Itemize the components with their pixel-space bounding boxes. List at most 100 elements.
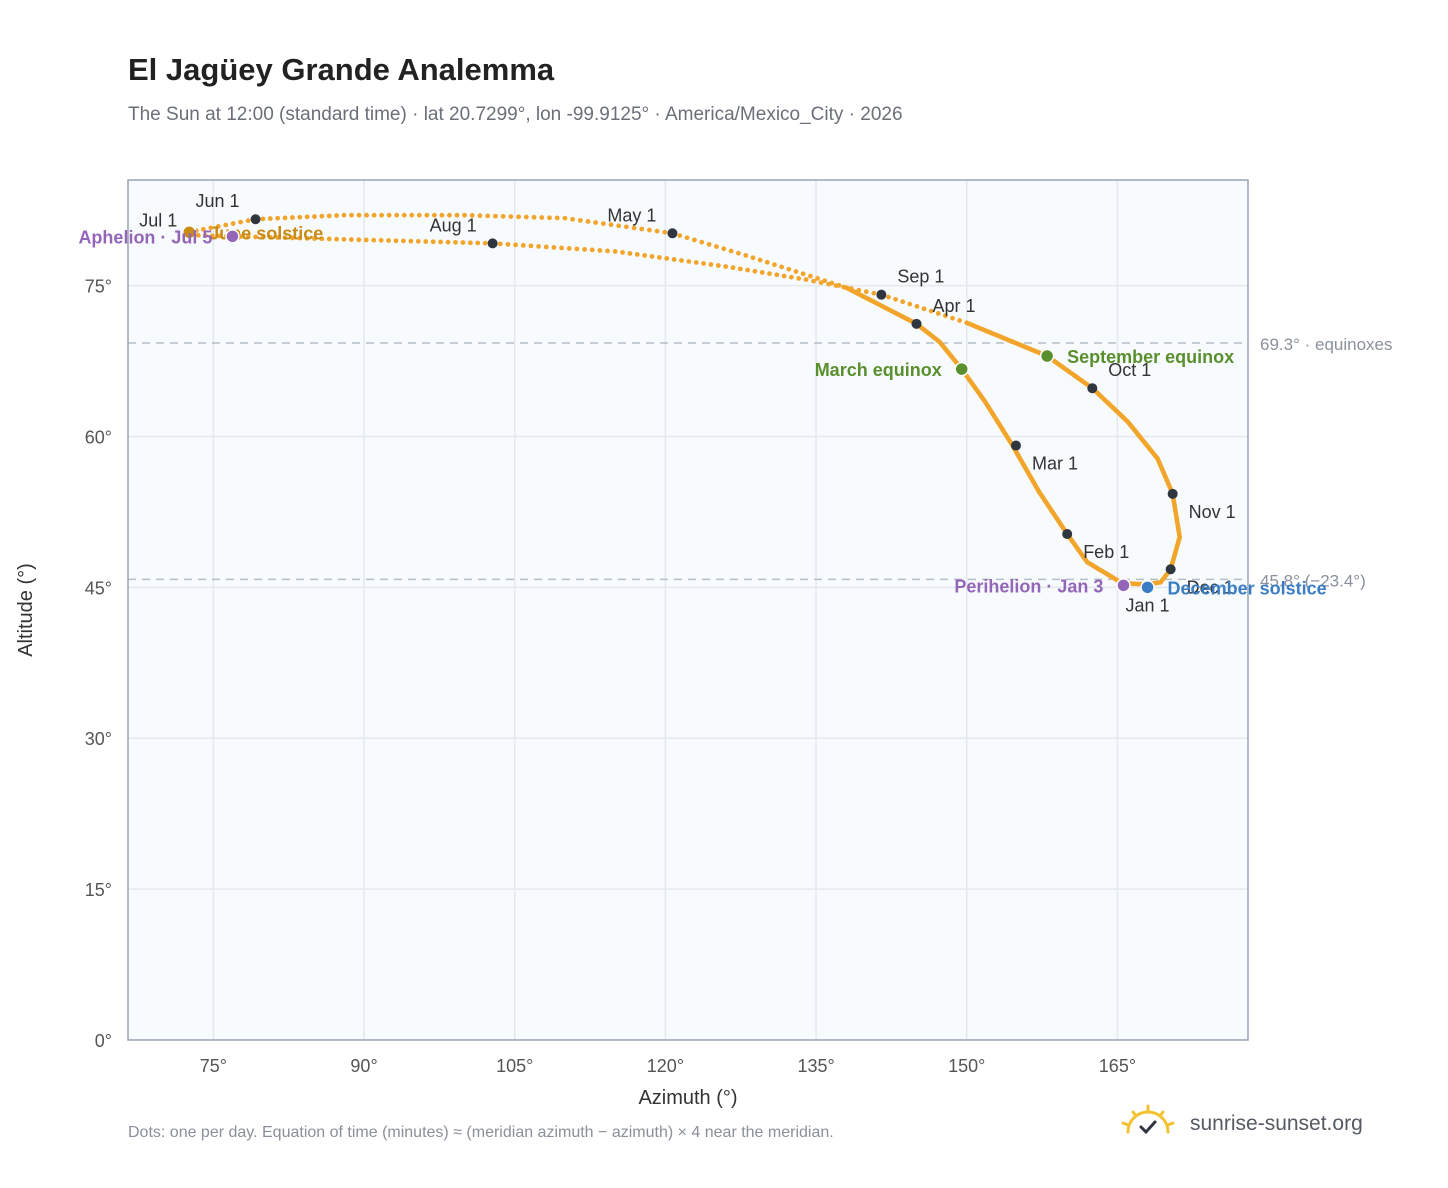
daily-sun-dot [1155,456,1160,462]
chart-subtitle: The Sun at 12:00 (standard time) · lat 2… [128,104,903,125]
month-marker-dot [1167,488,1178,499]
daily-sun-dot [983,400,989,406]
daily-sun-dot [401,238,406,244]
month-marker-dot [184,227,195,238]
daily-sun-dot [1034,485,1040,491]
daily-sun-dot [767,271,772,277]
daily-sun-dot [1012,447,1018,453]
daily-sun-dot [1149,449,1155,455]
daily-sun-dot [1071,372,1077,378]
daily-sun-dot [656,255,662,260]
daily-sun-dot [1130,581,1136,587]
daily-sun-dot [267,234,273,240]
daily-sun-dot [1079,378,1084,383]
month-marker-dot [250,214,261,225]
daily-sun-dot [208,225,214,231]
daily-sun-dot [965,375,971,381]
brand-logo[interactable]: sunrise-sunset.org [1120,1102,1390,1146]
x-tick-label: 105° [496,1056,533,1076]
daily-sun-dot [505,241,511,247]
daily-sun-dot [1091,387,1097,393]
daily-sun-dot [1058,522,1064,528]
daily-sun-dot [990,331,996,337]
daily-sun-dot [485,213,491,219]
daily-sun-dot [1171,500,1177,505]
daily-sun-dot [796,275,802,281]
daily-sun-dot [1057,520,1063,526]
daily-sun-dot [1175,523,1181,529]
daily-sun-dot [1086,383,1092,389]
daily-sun-dot [1143,581,1148,587]
daily-sun-dot [319,213,325,219]
daily-sun-dot [759,270,765,275]
daily-sun-dot [978,393,984,399]
daily-sun-dot [1169,489,1175,495]
daily-sun-dot [1144,442,1150,448]
daily-sun-dot [886,307,892,313]
daily-sun-dot [1024,345,1030,351]
daily-sun-dot [1176,538,1181,544]
daily-sun-dot [1006,337,1012,343]
daily-sun-dot [723,264,729,269]
daily-sun-dot [693,260,699,265]
daily-sun-dot [985,404,991,410]
daily-sun-dot [1172,504,1178,510]
daily-sun-dot [853,290,859,296]
daily-sun-dot [912,320,917,326]
daily-sun-dot [1093,388,1098,394]
daily-sun-dot [931,335,937,341]
daily-sun-dot [1076,547,1081,553]
daily-sun-dot [811,278,816,284]
daily-sun-dot [1048,356,1054,361]
daily-sun-dot [1170,491,1176,497]
daily-sun-dot [1042,498,1048,504]
daily-sun-dot [728,248,734,254]
daily-sun-dot [978,326,984,332]
daily-sun-dot [859,293,865,299]
daily-sun-dot [893,296,898,302]
daily-sun-dot [186,229,192,235]
daily-sun-dot [1088,384,1093,390]
daily-sun-dot [1048,507,1054,513]
daily-sun-dot [1156,580,1161,586]
daily-sun-dot [1089,385,1095,391]
daily-sun-dot [1109,403,1114,409]
daily-sun-dot [356,212,362,218]
daily-sun-dot [513,242,519,248]
reference-line-label: 45.8° (−23.4°) [1260,571,1366,590]
month-marker-dot [1087,383,1098,394]
daily-sun-dot [1057,362,1063,368]
daily-sun-dot [570,216,576,222]
daily-sun-dot [994,332,1000,338]
daily-sun-dot [781,273,787,279]
daily-sun-dot [982,327,988,333]
daily-sun-dot [807,273,813,279]
daily-sun-dot [1174,543,1180,549]
daily-sun-dot [469,213,475,218]
daily-sun-dot [1094,565,1099,571]
daily-sun-dot [921,327,927,332]
daily-sun-dot [1153,454,1159,460]
month-marker-dot [1165,564,1176,575]
daily-sun-dot [1046,504,1052,509]
daily-sun-dot [1084,381,1090,387]
daily-sun-dot [875,301,880,307]
daily-sun-dot [1053,515,1059,520]
daily-sun-dot [915,322,921,328]
daily-sun-dot [1022,464,1028,470]
daily-sun-dot [223,222,229,228]
daily-sun-dot [1169,562,1175,568]
daily-sun-dot [841,284,847,290]
daily-sun-dot [523,214,529,220]
event-marker-dot [1039,348,1055,364]
daily-sun-dot [662,229,668,235]
daily-sun-dot [1069,538,1075,544]
daily-sun-dot [1132,581,1138,587]
daily-sun-dot [260,216,266,222]
daily-sun-dot [1010,444,1016,449]
month-marker-dot [1010,440,1021,451]
month-marker-label: Sep 1 [897,267,944,287]
daily-sun-dot [1158,464,1164,470]
daily-sun-dot [1129,424,1134,429]
daily-sun-dot [1026,472,1032,478]
